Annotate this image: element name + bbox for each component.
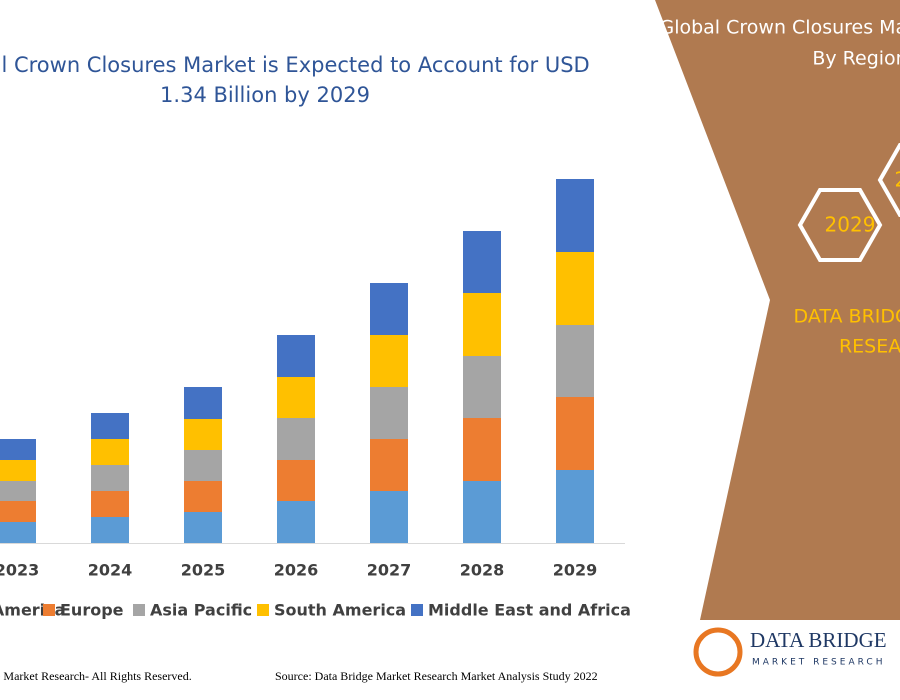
- x-tick-label: 2024: [88, 561, 133, 580]
- bar-segment: [277, 460, 315, 501]
- bar-segment: [91, 465, 129, 491]
- hexagon: [797, 188, 883, 262]
- year-label: 2022: [895, 168, 900, 192]
- legend-label: South America: [274, 601, 406, 620]
- bar-segment: [370, 491, 408, 543]
- legend-swatch: [43, 604, 55, 616]
- bar-segment: [91, 517, 129, 543]
- x-tick-label: 2028: [460, 561, 505, 580]
- panel-brand: RESEARCH: [839, 336, 900, 358]
- bar-segment: [463, 418, 501, 481]
- chart-title: 1.34 Billion by 2029: [160, 83, 370, 107]
- footer-copyright: © Data Bridge Market Research- All Right…: [0, 669, 192, 683]
- legend-label: Asia Pacific: [150, 601, 252, 620]
- bar-segment: [184, 419, 222, 450]
- bar-segment: [0, 501, 36, 522]
- legend-swatch: [411, 604, 423, 616]
- legend-swatch: [133, 604, 145, 616]
- bar-segment: [91, 491, 129, 517]
- logo-subtext: MARKET RESEARCH: [752, 658, 885, 668]
- panel-brand: DATA BRIDGE MARKET: [794, 306, 900, 328]
- legend-swatch: [257, 604, 269, 616]
- x-tick-label: 2025: [181, 561, 226, 580]
- side-panel: [655, 0, 900, 620]
- panel-heading: Global Crown Closures Market,: [659, 17, 900, 39]
- bar-segment: [0, 481, 36, 501]
- x-tick-label: 2023: [0, 561, 39, 580]
- footer-source: Source: Data Bridge Market Research Mark…: [275, 669, 598, 683]
- bar-segment: [184, 512, 222, 543]
- bar-segment: [277, 335, 315, 377]
- bar-segment: [463, 293, 501, 356]
- bar-segment: [370, 283, 408, 335]
- bar-segment: [0, 522, 36, 543]
- bar-segment: [277, 501, 315, 543]
- bar-segment: [370, 439, 408, 491]
- x-tick-label: 2027: [367, 561, 412, 580]
- bar-segment: [556, 252, 594, 325]
- bar-segment: [463, 356, 501, 418]
- bar-segment: [0, 439, 36, 460]
- panel-heading: By Regions: [812, 48, 900, 70]
- bar-segment: [556, 325, 594, 397]
- bar-segment: [91, 439, 129, 465]
- bar-segment: [556, 179, 594, 252]
- bar-segment: [277, 377, 315, 418]
- bar-segment: [556, 470, 594, 543]
- bar-segment: [91, 413, 129, 439]
- legend-label: Middle East and Africa: [428, 601, 631, 620]
- bar-segment: [463, 481, 501, 543]
- legend-label: Europe: [60, 601, 124, 620]
- chart-title: Global Crown Closures Market is Expected…: [0, 53, 590, 77]
- bar-segment: [184, 387, 222, 419]
- logo-mark: [693, 627, 743, 677]
- legend-label: North America: [0, 601, 65, 620]
- bar-segment: [184, 481, 222, 512]
- bar-segment: [277, 418, 315, 460]
- x-tick-label: 2029: [553, 561, 598, 580]
- bar-segment: [370, 387, 408, 439]
- bar-segment: [0, 460, 36, 481]
- x-tick-label: 2026: [274, 561, 319, 580]
- bar-segment: [463, 231, 501, 293]
- year-label: 2029: [825, 213, 876, 237]
- bar-segment: [184, 450, 222, 481]
- bar-segment: [370, 335, 408, 387]
- logo-text: DATA BRIDGE: [750, 628, 887, 652]
- bar-segment: [556, 397, 594, 470]
